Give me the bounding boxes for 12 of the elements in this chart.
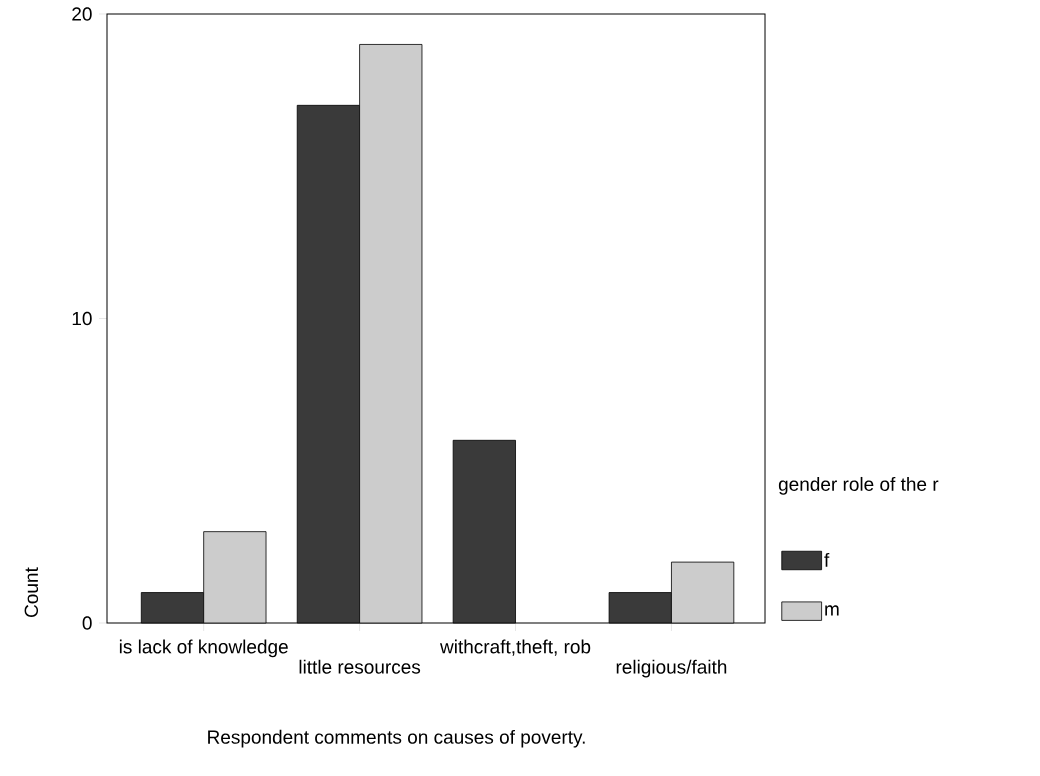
x-tick-label: is lack of knowledge [119,639,288,658]
y-tick-label: 10 [72,311,92,326]
x-axis-title: Respondent comments on causes of poverty. [208,729,585,748]
x-tick-label: little resources [299,659,421,674]
legend-label: m [825,605,839,616]
legend-title: gender role of the r [778,476,939,495]
y-axis-title: Count [24,567,39,617]
x-tick-label: religious/faith [616,659,727,678]
y-tick-label: 0 [82,616,92,630]
y-tick-label: 20 [72,7,92,21]
x-tick-label: withcraft,theft, rob [439,639,591,656]
legend-label: f [824,552,830,567]
